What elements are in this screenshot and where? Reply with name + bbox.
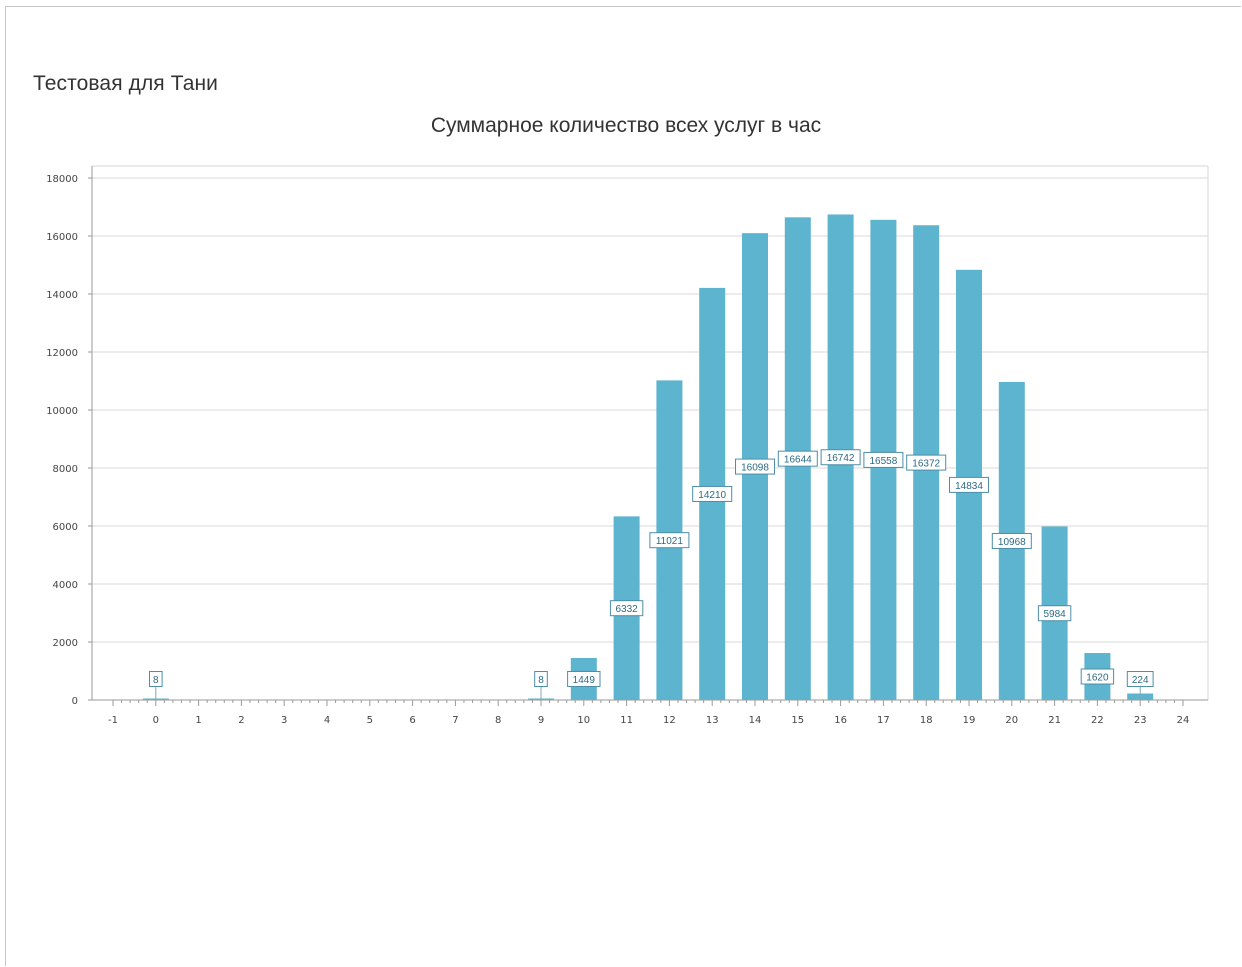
x-tick-label: 23 [1134,715,1147,726]
x-tick-label: 19 [963,715,976,726]
report-frame [5,6,1241,966]
x-tick-label: 12 [663,715,676,726]
data-label: 1620 [1086,673,1109,684]
y-tick-label: 18000 [46,174,78,185]
data-label-box [735,458,775,475]
x-tick-label: -1 [108,715,118,726]
data-label: 1449 [573,675,596,686]
data-label-box [1126,671,1154,687]
data-label: 11021 [656,536,684,547]
x-tick-label: 4 [324,715,330,726]
data-label-box [906,454,947,471]
x-tick-label: 13 [706,715,719,726]
x-tick-label: 10 [577,715,590,726]
data-label-box [567,670,601,687]
x-tick-label: 3 [281,715,287,726]
data-label: 16644 [784,455,812,466]
x-tick-label: 16 [834,715,847,726]
data-label-box [863,451,904,468]
y-tick-label: 0 [72,696,78,707]
x-tick-label: 21 [1048,715,1061,726]
y-tick-label: 16000 [46,232,78,243]
x-tick-label: 8 [495,715,501,726]
y-tick-label: 14000 [46,290,78,301]
x-tick-label: 6 [409,715,415,726]
data-label: 8 [153,675,159,686]
y-tick-label: 12000 [46,348,78,359]
y-tick-label: 2000 [53,638,78,649]
report-title: Тестовая для Тани [33,72,218,95]
data-label-box [1037,605,1072,622]
x-tick-label: 5 [367,715,373,726]
y-tick-label: 4000 [53,580,78,591]
data-label-box [777,450,818,467]
x-tick-label: 17 [877,715,890,726]
data-label-box [692,485,733,502]
x-tick-label: 11 [620,715,633,726]
data-label-box [820,449,861,466]
y-tick-label: 8000 [53,464,78,475]
data-label: 16742 [827,453,855,464]
data-label: 16372 [912,459,940,470]
data-label: 10968 [998,537,1026,548]
data-label: 5984 [1043,609,1066,620]
chart-grid [92,177,1208,643]
data-label-box [534,671,548,687]
chart-bars [142,214,1154,700]
data-label: 8 [538,675,544,686]
data-label-box [991,532,1032,549]
x-tick-label: 9 [538,715,544,726]
data-label-box [149,671,163,687]
data-label: 16558 [869,456,897,467]
y-axis-ticks: 0 2000 4000 6000 8000 10000 12000 14000 16000 180… [46,174,92,707]
data-label-box [609,600,644,617]
x-tick-label: 18 [920,715,933,726]
x-tick-label: 2 [238,715,244,726]
data-label: 14834 [955,481,983,492]
data-label: 16098 [741,463,769,474]
x-axis-ticks: -1 0 1 2 3 4 5 6 7 8 9 10 11 12 13 14 15 16 17 18 19 20 21 22 23… [108,700,1189,726]
x-tick-label: 14 [749,715,762,726]
x-tick-label: 20 [1005,715,1018,726]
x-tick-label: 0 [153,715,159,726]
x-tick-label: 1 [195,715,201,726]
x-tick-label: 7 [452,715,458,726]
x-tick-label: 15 [791,715,804,726]
y-tick-label: 6000 [53,522,78,533]
x-tick-label: 22 [1091,715,1104,726]
chart-title: Суммарное количество всех услуг в час [430,114,822,137]
data-label-box [649,532,690,549]
y-tick-label: 10000 [46,406,78,417]
chart-data-labels: 8 8 1449 6332 11021 14210 16098 16644 16742 16558… [149,449,1154,700]
data-label: 6332 [615,604,638,615]
data-label: 14210 [698,490,726,501]
data-label: 224 [1132,675,1149,686]
x-tick-label: 24 [1177,715,1190,726]
data-label-box [1080,668,1115,685]
data-label-box [949,476,989,493]
